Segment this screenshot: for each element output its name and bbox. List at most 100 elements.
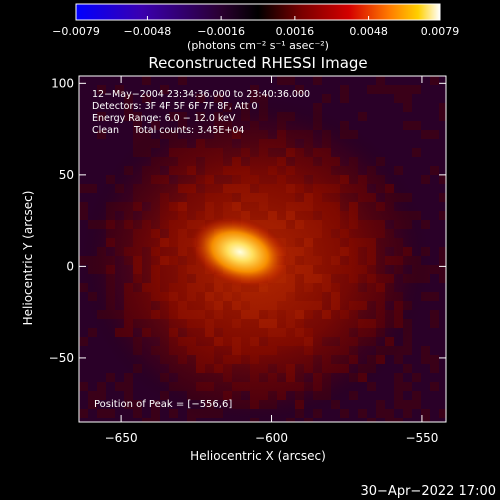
heatmap-pixel — [106, 400, 116, 410]
heatmap-pixel — [367, 382, 377, 392]
heatmap-pixel — [439, 328, 446, 338]
heatmap-pixel — [403, 346, 413, 356]
heatmap-pixel — [412, 130, 422, 140]
heatmap-pixel — [421, 346, 431, 356]
x-axis-label: Heliocentric X (arcsec) — [190, 449, 326, 463]
heatmap-pixel — [97, 418, 107, 422]
y-tick-label: 0 — [66, 259, 74, 273]
heatmap-pixel — [115, 148, 125, 158]
heatmap-pixel — [376, 103, 386, 113]
heatmap-pixel — [133, 409, 143, 419]
heatmap-pixel — [430, 166, 440, 176]
heatmap-pixel — [106, 112, 116, 122]
heatmap-pixel — [106, 76, 116, 86]
heatmap-pixel — [439, 391, 446, 401]
heatmap-pixel — [412, 94, 422, 104]
heatmap-pixel — [430, 139, 440, 149]
heatmap-pixel — [187, 85, 197, 95]
heatmap-pixel — [250, 76, 260, 86]
heatmap-pixel — [385, 382, 395, 392]
heatmap-pixel — [259, 76, 269, 86]
heatmap-pixel — [403, 130, 413, 140]
heatmap-pixel — [88, 382, 98, 392]
heatmap-pixel — [79, 292, 89, 302]
heatmap-pixel — [277, 85, 287, 95]
heatmap-pixel — [106, 121, 116, 131]
heatmap-pixel — [349, 121, 359, 131]
heatmap-pixel — [142, 85, 152, 95]
heatmap-pixel — [421, 94, 431, 104]
heatmap-pixel — [358, 391, 368, 401]
heatmap-pixel — [124, 418, 134, 422]
heatmap-pixel — [160, 409, 170, 419]
heatmap-pixel — [421, 202, 431, 212]
heatmap-pixel — [151, 409, 161, 419]
heatmap-pixel — [79, 211, 89, 221]
heatmap-pixel — [340, 76, 350, 86]
y-tick-label: −50 — [49, 351, 74, 365]
heatmap-pixel — [79, 337, 89, 347]
heatmap-pixel — [79, 103, 89, 113]
heatmap-pixel — [430, 283, 440, 293]
heatmap-pixel — [133, 130, 143, 140]
heatmap-pixel — [421, 175, 431, 185]
heatmap-pixel — [385, 94, 395, 104]
heatmap-pixel — [133, 121, 143, 131]
heatmap-pixel — [205, 94, 215, 104]
heatmap-pixel — [106, 373, 116, 383]
heatmap-pixel — [403, 112, 413, 122]
heatmap-pixel — [79, 346, 89, 356]
heatmap-pixel — [88, 157, 98, 167]
heatmap-pixel — [421, 310, 431, 320]
heatmap-pixel — [439, 94, 446, 104]
heatmap-pixel — [79, 364, 89, 374]
heatmap-pixel — [439, 418, 446, 422]
heatmap-pixel — [403, 157, 413, 167]
heatmap-pixel — [367, 391, 377, 401]
heatmap-pixel — [439, 364, 446, 374]
heatmap-pixel — [412, 103, 422, 113]
colorbar-tick-label: −0.0016 — [197, 25, 245, 38]
heatmap-pixel — [214, 76, 224, 86]
heatmap-pixel — [439, 220, 446, 230]
heatmap-pixel — [304, 94, 314, 104]
heatmap-pixel — [439, 355, 446, 365]
heatmap-pixel — [205, 76, 215, 86]
heatmap-pixel — [385, 103, 395, 113]
heatmap-pixel — [439, 301, 446, 311]
heatmap-pixel — [403, 121, 413, 131]
heatmap-pixel — [151, 76, 161, 86]
heatmap-pixel — [160, 103, 170, 113]
heatmap-pixel — [367, 400, 377, 410]
annotation-detectors: Detectors: 3F 4F 5F 6F 7F 8F, Att 0 — [92, 101, 258, 112]
heatmap-pixel — [160, 76, 170, 86]
heatmap-pixel — [277, 94, 287, 104]
heatmap-pixel — [331, 94, 341, 104]
heatmap-pixel — [403, 94, 413, 104]
heatmap-pixel — [367, 409, 377, 419]
heatmap-pixel — [124, 94, 134, 104]
heatmap-pixel — [439, 400, 446, 410]
heatmap-pixel — [340, 85, 350, 95]
heatmap-pixel — [115, 76, 125, 86]
x-axis-ticks: −650−600−550−500 — [105, 76, 438, 445]
heatmap-pixel — [421, 382, 431, 392]
heatmap-pixel — [376, 139, 386, 149]
heatmap-pixel — [223, 85, 233, 95]
heatmap-pixel — [160, 94, 170, 104]
heatmap-pixel — [88, 175, 98, 185]
heatmap-pixel — [421, 112, 431, 122]
heatmap-pixel — [403, 391, 413, 401]
heatmap-pixel — [88, 184, 98, 194]
heatmap-pixel — [385, 112, 395, 122]
heatmap-pixel — [439, 157, 446, 167]
heatmap-pixel — [385, 148, 395, 158]
heatmap-pixel — [187, 418, 197, 422]
heatmap-pixel — [133, 382, 143, 392]
heatmap-pixel — [304, 76, 314, 86]
heatmap-pixel — [385, 139, 395, 149]
heatmap-pixel — [412, 364, 422, 374]
heatmap-pixel — [403, 373, 413, 383]
heatmap-pixel — [79, 328, 89, 338]
heatmap-pixel — [286, 85, 296, 95]
